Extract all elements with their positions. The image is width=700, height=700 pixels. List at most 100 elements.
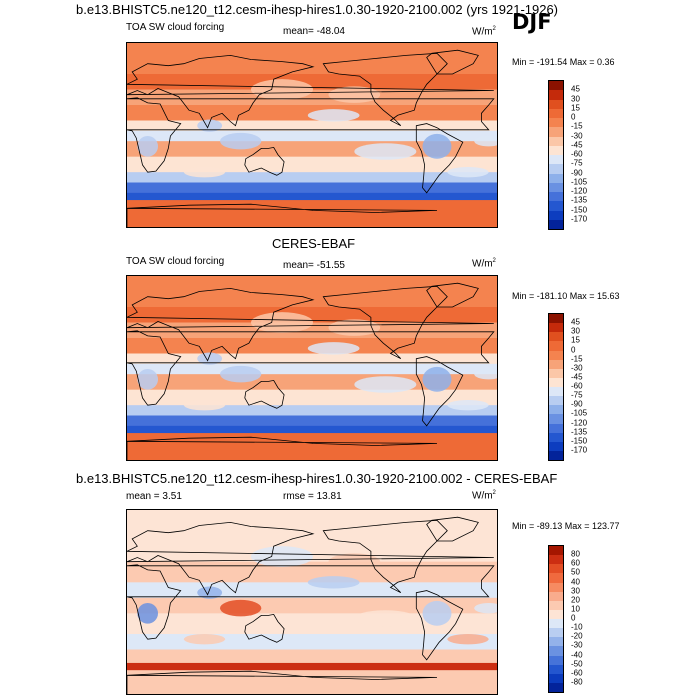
latitude-band: [127, 425, 497, 434]
colorbar-tick-label: -120: [571, 186, 588, 196]
field-anomaly: [220, 599, 262, 617]
latitude-band: [127, 597, 497, 614]
colorbar-tick-label: -45: [571, 140, 583, 150]
latitude-band: [127, 415, 497, 427]
coastline-europeAsia: [127, 287, 494, 362]
panel1-variable-label: TOA SW cloud forcing: [126, 22, 225, 33]
latitude-band: [127, 541, 497, 563]
colorbar-swatch: [549, 350, 563, 360]
colorbar-tick-label: -60: [571, 149, 583, 159]
latitude-band: [127, 182, 497, 194]
colorbar-swatch: [549, 555, 563, 565]
panel3-units: W/m2: [472, 490, 496, 502]
latitude-band: [127, 276, 497, 308]
colorbar-tick-label: -105: [571, 177, 588, 187]
colorbar-tick-label: -60: [571, 381, 583, 391]
field-anomaly: [183, 167, 226, 178]
latitude-band: [127, 389, 497, 406]
coastline-northAmerica: [322, 285, 448, 360]
field-anomaly: [422, 600, 452, 626]
colorbar-swatch: [549, 314, 563, 324]
latitude-band: [127, 130, 497, 142]
latitude-band: [127, 363, 497, 375]
panel3-rmse-label: rmse = 13.81: [283, 491, 342, 502]
colorbar-tick-label: 0: [571, 613, 576, 623]
colorbar-tick-label: -40: [571, 650, 583, 659]
colorbar-tick-label: 15: [571, 103, 580, 113]
colorbar-tick-label: 60: [571, 558, 580, 568]
colorbar-swatch: [549, 359, 563, 369]
colorbar-tick-label: -105: [571, 408, 588, 418]
latitude-band: [127, 192, 497, 201]
colorbar-swatch: [549, 210, 563, 220]
colorbar-tick-label: -150: [571, 436, 588, 446]
field-anomaly: [328, 86, 381, 103]
colorbar-swatch: [549, 432, 563, 442]
colorbar-tick-label: -60: [571, 668, 583, 678]
colorbar-swatch: [549, 155, 563, 165]
field-anomaly: [220, 365, 262, 383]
panel2-mean-label: mean= -51.55: [283, 260, 345, 271]
coastline-antarctica: [127, 670, 438, 694]
colorbar-swatch: [549, 387, 563, 397]
colorbar-swatch: [549, 368, 563, 378]
colorbar-swatch: [549, 396, 563, 406]
field-anomaly: [183, 634, 226, 645]
field-anomaly: [328, 319, 381, 336]
coastline-greenland: [426, 516, 479, 542]
colorbar-swatch: [549, 405, 563, 415]
colorbar-tick-label: 80: [571, 549, 580, 559]
field-anomaly: [307, 342, 360, 355]
colorbar-swatch: [549, 619, 563, 629]
colorbar-swatch: [549, 637, 563, 647]
colorbar-tick-label: -15: [571, 354, 583, 364]
colorbar-swatch: [549, 323, 563, 333]
latitude-band: [127, 634, 497, 650]
colorbar-tick-label: -45: [571, 372, 583, 382]
colorbar-swatch: [549, 591, 563, 601]
colorbar-tick-label: -50: [571, 659, 583, 669]
latitude-band: [127, 662, 497, 671]
panel2-map: [126, 275, 498, 461]
field-anomaly: [354, 143, 417, 160]
field-anomaly: [220, 132, 262, 150]
colorbar-tick-label: -15: [571, 121, 583, 131]
diff-map-svg: [127, 510, 497, 694]
coastline-australia: [244, 613, 285, 643]
figure-title: b.e13.BHISTC5.ne120_t12.cesm-ihesp-hires…: [76, 2, 559, 17]
latitude-band: [127, 156, 497, 173]
colorbar-swatch: [549, 219, 563, 229]
model-map-svg: [127, 43, 497, 227]
latitude-band: [127, 433, 497, 460]
colorbar-tick-label: 0: [571, 345, 576, 354]
colorbar-tick-label: 45: [571, 84, 580, 94]
field-anomaly: [137, 136, 158, 157]
colorbar-swatch: [549, 90, 563, 100]
colorbar-tick-label: 15: [571, 335, 580, 345]
coastline-australia: [244, 379, 285, 409]
coastline-southAmerica: [415, 123, 464, 194]
latitude-band: [127, 200, 497, 227]
latitude-band: [127, 405, 497, 416]
colorbar-tick-label: 30: [571, 94, 580, 103]
colorbar-swatch: [549, 182, 563, 192]
latitude-band: [127, 649, 497, 664]
colorbar-tick-label: -135: [571, 195, 588, 205]
field-anomaly: [474, 603, 497, 614]
colorbar-swatch: [549, 546, 563, 556]
latitude-band: [127, 43, 497, 75]
colorbar-swatch: [549, 673, 563, 683]
colorbar-swatch: [549, 145, 563, 155]
latitude-band: [127, 510, 497, 542]
colorbar-tick-label: -170: [571, 214, 588, 224]
colorbar-tick-label: -30: [571, 640, 583, 650]
field-anomaly: [251, 312, 313, 333]
coastline-northAmerica: [322, 519, 448, 594]
panel3-title: b.e13.BHISTC5.ne120_t12.cesm-ihesp-hires…: [76, 471, 558, 486]
colorbar-tick-label: -170: [571, 445, 588, 455]
panel2-colorbar: [548, 313, 564, 461]
colorbar-tick-label: -120: [571, 418, 588, 427]
field-anomaly: [422, 133, 452, 159]
latitude-band: [127, 561, 497, 583]
latitude-band: [127, 120, 497, 132]
